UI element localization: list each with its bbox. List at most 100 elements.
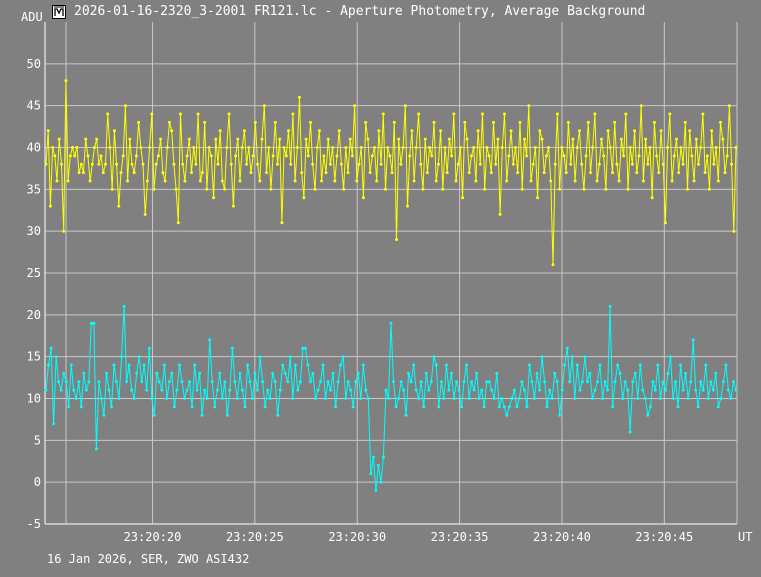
data-point: [306, 363, 310, 367]
data-point: [430, 154, 434, 158]
data-point: [317, 129, 321, 133]
data-point: [414, 146, 418, 149]
data-point: [57, 137, 61, 141]
data-point: [631, 380, 635, 384]
data-point: [510, 397, 514, 400]
data-point: [249, 171, 253, 175]
data-point: [596, 380, 599, 384]
data-point: [690, 154, 694, 158]
data-point: [357, 162, 361, 166]
data-point: [666, 146, 670, 149]
data-point: [441, 187, 445, 191]
y-tick-label: 0: [34, 475, 41, 489]
data-point: [683, 120, 687, 124]
data-point: [381, 455, 385, 459]
data-point: [336, 380, 340, 384]
data-point: [44, 388, 48, 392]
data-point: [238, 179, 242, 183]
data-point: [689, 380, 693, 384]
data-point: [130, 388, 134, 392]
data-point: [183, 179, 187, 183]
data-point: [694, 388, 698, 392]
data-point: [485, 146, 489, 149]
data-point: [621, 397, 625, 400]
y-tick-label: 50: [27, 57, 41, 71]
data-point: [231, 204, 235, 208]
data-point: [644, 137, 648, 141]
data-point: [639, 104, 643, 108]
data-point: [394, 405, 398, 409]
data-point: [319, 380, 322, 384]
data-point: [679, 146, 683, 149]
data-point: [351, 405, 355, 409]
data-point: [87, 380, 91, 384]
data-point: [369, 472, 373, 476]
data-point: [553, 371, 557, 375]
data-point: [518, 120, 522, 124]
data-point: [271, 371, 275, 375]
data-point: [558, 187, 562, 191]
data-point: [684, 371, 688, 375]
data-point: [90, 162, 94, 166]
data-point: [387, 397, 390, 400]
data-point: [555, 380, 559, 384]
data-point: [520, 187, 524, 191]
data-point: [494, 162, 498, 166]
data-point: [165, 397, 169, 400]
data-point: [73, 154, 77, 158]
data-point: [108, 146, 112, 149]
data-point: [346, 171, 350, 175]
data-point: [705, 154, 709, 158]
data-point: [641, 179, 645, 183]
data-point: [135, 371, 139, 375]
data-point: [646, 413, 650, 417]
data-point: [220, 397, 224, 400]
data-point: [281, 363, 285, 367]
data-point: [648, 405, 652, 409]
data-point: [238, 371, 242, 375]
data-point: [449, 371, 453, 375]
data-point: [417, 112, 421, 116]
data-point: [359, 397, 363, 400]
data-point: [573, 179, 577, 183]
x-tick-label: 23:20:30: [328, 530, 386, 544]
data-point: [315, 146, 319, 149]
data-point: [196, 112, 200, 116]
data-point: [677, 171, 681, 175]
data-point: [648, 146, 652, 149]
x-tick-label: 23:20:40: [533, 530, 591, 544]
data-point: [183, 397, 186, 400]
data-point: [350, 154, 354, 158]
data-point: [339, 363, 343, 367]
data-point: [283, 371, 287, 375]
data-point: [564, 171, 568, 175]
data-point: [324, 171, 328, 175]
data-point: [719, 120, 722, 124]
data-point: [230, 346, 234, 350]
data-point: [233, 380, 237, 384]
data-point: [216, 162, 220, 166]
data-point: [729, 397, 733, 400]
data-point: [549, 179, 553, 183]
data-point: [704, 363, 708, 367]
data-point: [603, 380, 607, 384]
y-tick-label: 10: [27, 392, 41, 406]
data-point: [474, 179, 478, 183]
y-axis-label: ADU: [21, 10, 43, 24]
data-point: [495, 371, 499, 375]
data-point: [101, 171, 105, 175]
data-point: [287, 129, 290, 133]
data-point: [402, 388, 406, 392]
data-point: [276, 162, 279, 166]
data-point: [46, 129, 50, 133]
data-point: [580, 162, 584, 166]
data-point: [602, 154, 606, 158]
data-point: [291, 397, 295, 400]
data-point: [207, 146, 211, 149]
data-point: [198, 179, 202, 183]
data-point: [447, 388, 451, 392]
data-point: [619, 137, 623, 141]
data-point: [672, 154, 676, 158]
data-point: [77, 171, 81, 175]
data-point: [344, 146, 348, 149]
